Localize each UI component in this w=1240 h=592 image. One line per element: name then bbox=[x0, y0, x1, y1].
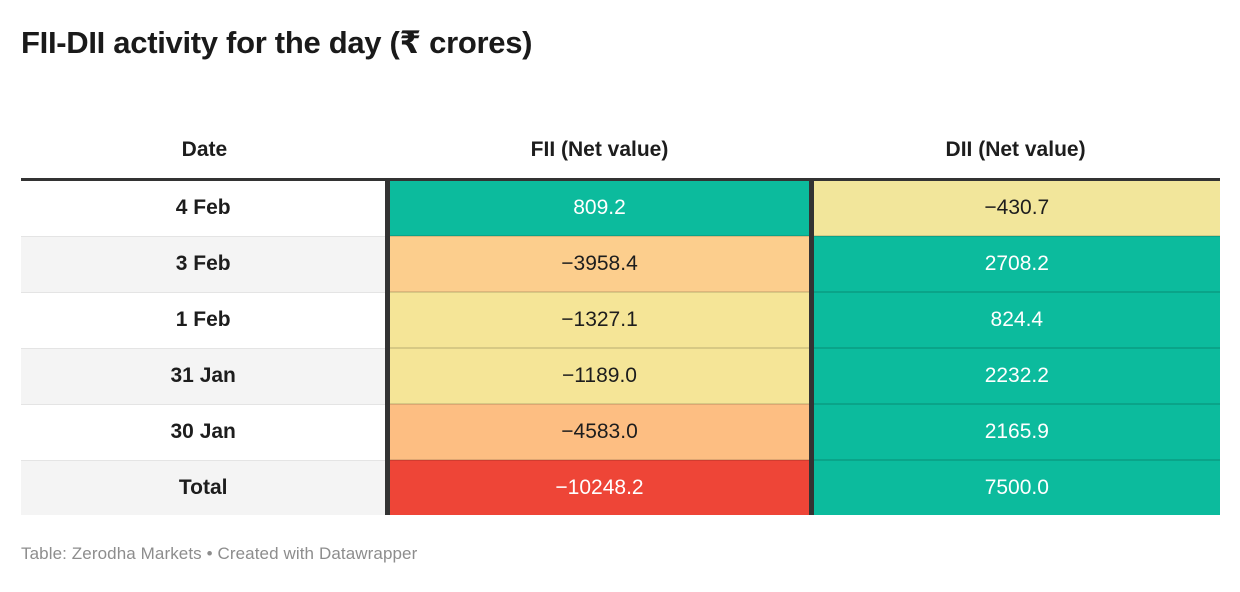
fii-value-cell: −1327.1 bbox=[385, 291, 812, 348]
fii-value-cell: −3958.4 bbox=[385, 235, 812, 292]
date-cell: 1 Feb bbox=[21, 291, 388, 348]
table-header: Date FII (Net value) DII (Net value) bbox=[21, 122, 1220, 181]
dii-value-cell: 824.4 bbox=[808, 291, 1220, 348]
fii-value-cell: −4583.0 bbox=[385, 403, 812, 460]
date-cell: 3 Feb bbox=[21, 235, 388, 292]
table-row: 1 Feb −1327.1 824.4 bbox=[21, 291, 1220, 348]
fii-value-cell: −1189.0 bbox=[385, 347, 812, 404]
table-row: 4 Feb 809.2 −430.7 bbox=[21, 179, 1220, 236]
datawrapper-table-widget: FII-DII activity for the day (₹ crores) … bbox=[21, 25, 1220, 563]
column-header-fii: FII (Net value) bbox=[387, 122, 812, 181]
fii-value-cell: −10248.2 bbox=[385, 459, 812, 515]
table-row-total: Total −10248.2 7500.0 bbox=[21, 459, 1220, 515]
column-header-date: Date bbox=[21, 122, 388, 181]
date-cell: 30 Jan bbox=[21, 403, 388, 460]
dii-value-cell: −430.7 bbox=[808, 179, 1220, 236]
date-cell: Total bbox=[21, 459, 388, 515]
fii-value-cell: 809.2 bbox=[385, 179, 812, 236]
dii-value-cell: 7500.0 bbox=[808, 459, 1220, 515]
column-header-dii: DII (Net value) bbox=[811, 122, 1220, 181]
dii-value-cell: 2165.9 bbox=[808, 403, 1220, 460]
date-cell: 31 Jan bbox=[21, 347, 388, 404]
table-row: 3 Feb −3958.4 2708.2 bbox=[21, 235, 1220, 292]
table-row: 30 Jan −4583.0 2165.9 bbox=[21, 403, 1220, 460]
dii-value-cell: 2708.2 bbox=[808, 235, 1220, 292]
table-row: 31 Jan −1189.0 2232.2 bbox=[21, 347, 1220, 404]
fii-dii-table: Date FII (Net value) DII (Net value) 4 F… bbox=[21, 122, 1220, 515]
page-title: FII-DII activity for the day (₹ crores) bbox=[21, 25, 533, 60]
dii-value-cell: 2232.2 bbox=[808, 347, 1220, 404]
date-cell: 4 Feb bbox=[21, 179, 388, 236]
attribution-text: Table: Zerodha Markets • Created with Da… bbox=[21, 544, 418, 563]
